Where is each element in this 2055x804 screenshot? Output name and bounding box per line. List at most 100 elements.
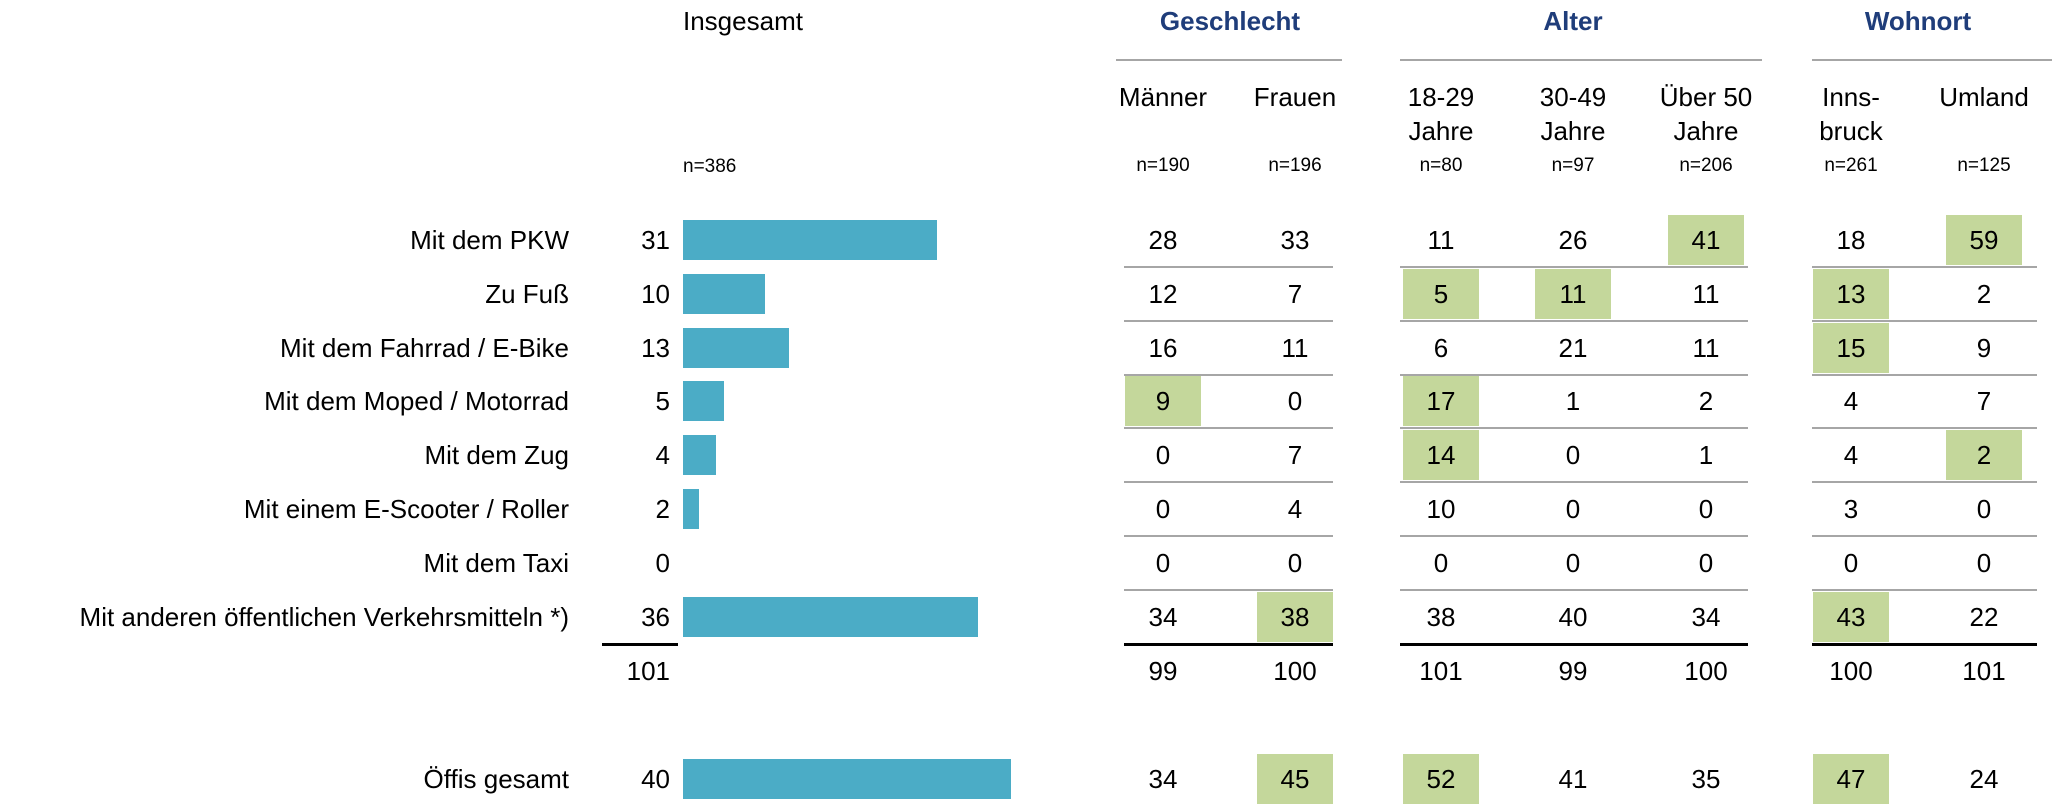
n-label: n=386 bbox=[683, 156, 737, 177]
cell-value: 2 bbox=[1976, 278, 1992, 309]
cell-value: 99 bbox=[1148, 656, 1178, 686]
cell-value: 11 bbox=[1281, 332, 1309, 363]
cell-value: 1 bbox=[1565, 386, 1581, 417]
cell-value: 0 bbox=[1155, 547, 1171, 578]
row-label: Mit dem Fahrrad / E-Bike bbox=[280, 332, 569, 363]
cell-value: 34 bbox=[1148, 601, 1178, 632]
cell-value: 47 bbox=[1836, 764, 1866, 794]
bar bbox=[683, 759, 1011, 799]
cell-value: 2 bbox=[1698, 386, 1714, 417]
row-separator bbox=[1124, 588, 1333, 591]
row-separator bbox=[1812, 588, 2037, 591]
group-title: Geschlecht bbox=[1159, 6, 1301, 36]
bar bbox=[683, 489, 700, 529]
column-label: Über 50 Jahre bbox=[1659, 82, 1753, 146]
total-value: 2 bbox=[655, 494, 670, 524]
cell-value: 0 bbox=[1565, 494, 1581, 524]
row-separator bbox=[1124, 535, 1333, 537]
row-label: Zu Fuß bbox=[485, 278, 569, 309]
cell-value: 3 bbox=[1843, 494, 1859, 524]
bar bbox=[683, 435, 716, 476]
row-separator bbox=[1400, 266, 1748, 268]
cell-value: 28 bbox=[1148, 225, 1178, 255]
column-title: Insgesamt bbox=[683, 6, 803, 36]
cell-value: 22 bbox=[1969, 601, 1999, 632]
cell-value: 4 bbox=[1287, 494, 1303, 524]
cell-value: 11 bbox=[1427, 225, 1455, 255]
row-label: Mit dem Zug bbox=[424, 440, 570, 471]
cell-value: 100 bbox=[1829, 656, 1873, 686]
cell-value: 40 bbox=[1558, 601, 1588, 632]
highlight-cell bbox=[1813, 322, 1889, 373]
highlight-cell bbox=[1946, 430, 2022, 481]
cell-value: 0 bbox=[1976, 494, 1992, 524]
row-separator bbox=[1812, 319, 2037, 322]
cell-value: 0 bbox=[1155, 494, 1171, 524]
row-separator bbox=[1124, 319, 1333, 322]
highlight-cell bbox=[1946, 215, 2022, 265]
total-value: 4 bbox=[655, 440, 670, 471]
total-value: 40 bbox=[641, 764, 670, 794]
bar bbox=[683, 596, 978, 637]
total-value: 101 bbox=[626, 656, 670, 686]
highlight-cell bbox=[1403, 268, 1479, 319]
highlight-cell bbox=[1257, 591, 1333, 642]
cell-value: 2 bbox=[1976, 440, 1992, 471]
highlight-cell bbox=[1403, 430, 1479, 481]
highlight-cell bbox=[1813, 754, 1889, 804]
cell-value: 0 bbox=[1565, 547, 1581, 578]
row-label: Mit anderen öffentlichen Verkehrsmitteln… bbox=[79, 601, 569, 632]
cell-value: 0 bbox=[1155, 440, 1171, 471]
highlight-cell bbox=[1813, 268, 1889, 319]
highlight-cell bbox=[1403, 376, 1479, 427]
cell-value: 0 bbox=[1433, 547, 1449, 578]
cell-value: 100 bbox=[1273, 656, 1317, 686]
row-separator bbox=[1812, 535, 2037, 537]
row-label: Mit dem PKW bbox=[410, 225, 569, 255]
cell-value: 14 bbox=[1426, 440, 1456, 471]
cell-value: 15 bbox=[1836, 332, 1866, 363]
row-separator bbox=[1400, 588, 1748, 591]
row-separator bbox=[1124, 266, 1333, 268]
group-line bbox=[1812, 59, 2052, 61]
cell-value: 0 bbox=[1287, 386, 1303, 417]
total-value: 0 bbox=[655, 547, 670, 578]
cell-value: 7 bbox=[1976, 386, 1992, 417]
row-separator bbox=[1124, 642, 1333, 646]
cell-value: 11 bbox=[1692, 278, 1720, 309]
cell-value: 0 bbox=[1976, 547, 1992, 578]
cell-value: 26 bbox=[1558, 225, 1588, 255]
row-separator bbox=[1124, 481, 1333, 484]
column-label: Frauen bbox=[1253, 82, 1337, 112]
row-label: Mit dem Moped / Motorrad bbox=[264, 386, 569, 417]
n-label: n=80 bbox=[1419, 155, 1463, 176]
row-label: Öffis gesamt bbox=[423, 764, 569, 794]
highlight-cell bbox=[1257, 754, 1333, 804]
n-label: n=196 bbox=[1268, 155, 1322, 176]
cell-value: 59 bbox=[1969, 225, 1999, 255]
cell-value: 101 bbox=[1962, 656, 2006, 686]
cell-value: 38 bbox=[1280, 601, 1310, 632]
cell-value: 38 bbox=[1426, 601, 1456, 632]
column-label: 18-29 Jahre bbox=[1407, 82, 1475, 146]
row-separator bbox=[1812, 373, 2037, 376]
column-label: 30-49 Jahre bbox=[1539, 82, 1607, 146]
total-value: 5 bbox=[655, 386, 670, 417]
cell-value: 24 bbox=[1969, 764, 1999, 794]
row-separator bbox=[1400, 481, 1748, 484]
total-value: 13 bbox=[641, 332, 670, 363]
cell-value: 34 bbox=[1148, 764, 1178, 794]
highlight-cell bbox=[1125, 376, 1201, 427]
cell-value: 34 bbox=[1691, 601, 1721, 632]
highlight-cell bbox=[1668, 215, 1744, 265]
cell-value: 1 bbox=[1698, 440, 1714, 471]
cell-value: 52 bbox=[1426, 764, 1456, 794]
cell-value: 18 bbox=[1836, 225, 1866, 255]
row-separator bbox=[1400, 373, 1748, 376]
cell-value: 16 bbox=[1148, 332, 1178, 363]
row-separator bbox=[602, 642, 678, 646]
row-separator bbox=[1812, 642, 2037, 646]
bar bbox=[683, 220, 937, 260]
cell-value: 101 bbox=[1419, 656, 1463, 686]
cell-value: 11 bbox=[1692, 332, 1720, 363]
